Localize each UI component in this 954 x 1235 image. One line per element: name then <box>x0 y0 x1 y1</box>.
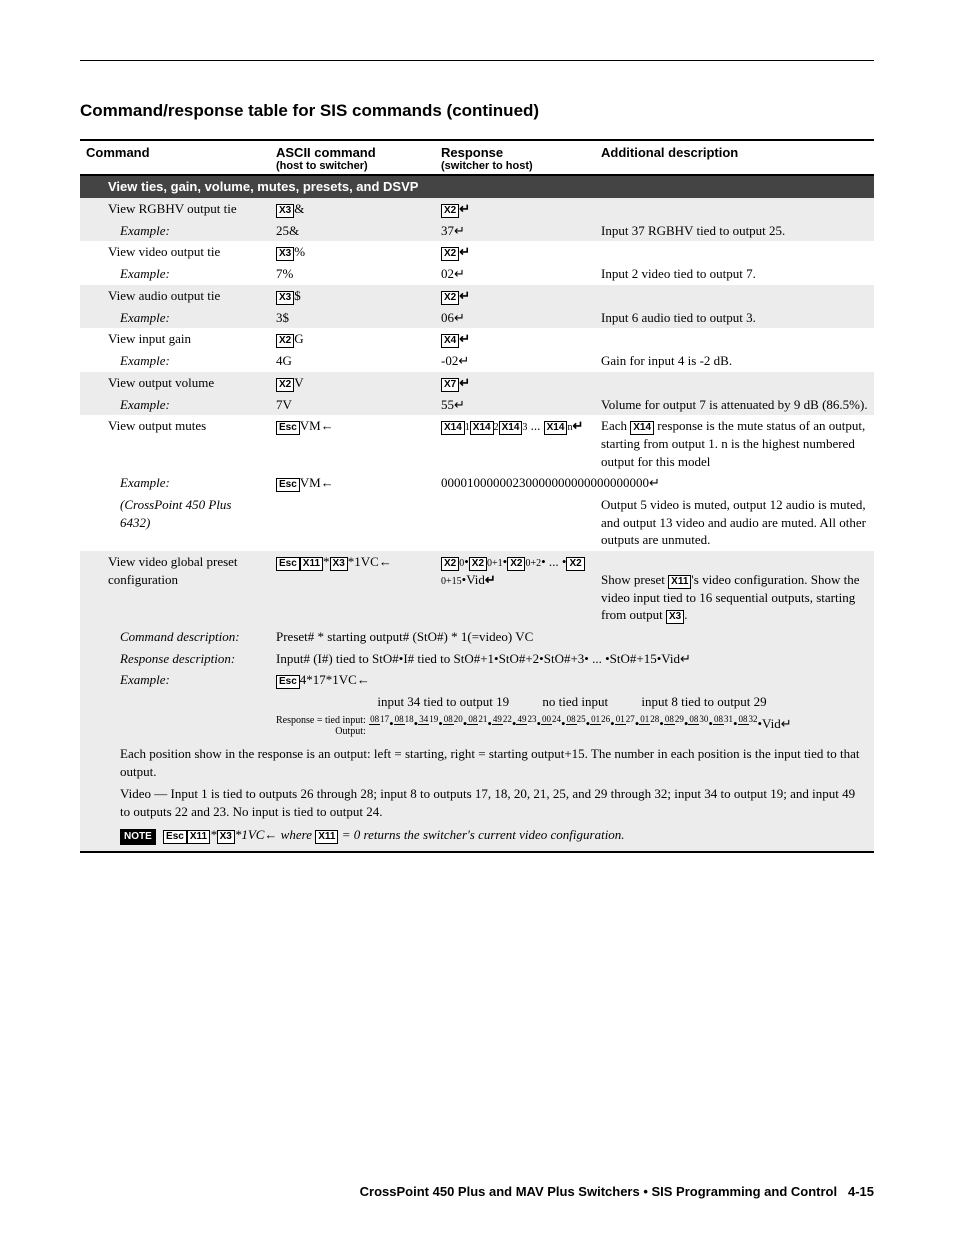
section-header: View ties, gain, volume, mutes, presets,… <box>80 175 874 198</box>
col-ascii: ASCII command(host to switcher) <box>270 140 435 175</box>
command-table: Command ASCII command(host to switcher) … <box>80 139 874 853</box>
page-title: Command/response table for SIS commands … <box>80 101 874 121</box>
cmd-label: View RGBHV output tie <box>80 198 270 220</box>
desc-cell <box>595 198 874 220</box>
col-desc: Additional description <box>595 140 874 175</box>
response-example-line: Response = tied input:Output: 0817•0818•… <box>270 713 874 739</box>
ascii-cell: X3& <box>270 198 435 220</box>
resp-cell: X2↵ <box>435 198 595 220</box>
col-response: Response(switcher to host) <box>435 140 595 175</box>
annotation-row: input 34 tied to output 19 no tied input… <box>270 691 874 713</box>
note-badge: NOTE <box>120 829 156 845</box>
example-label: Example: <box>80 220 270 242</box>
page-footer: CrossPoint 450 Plus and MAV Plus Switche… <box>360 1184 874 1199</box>
col-command: Command <box>80 140 270 175</box>
